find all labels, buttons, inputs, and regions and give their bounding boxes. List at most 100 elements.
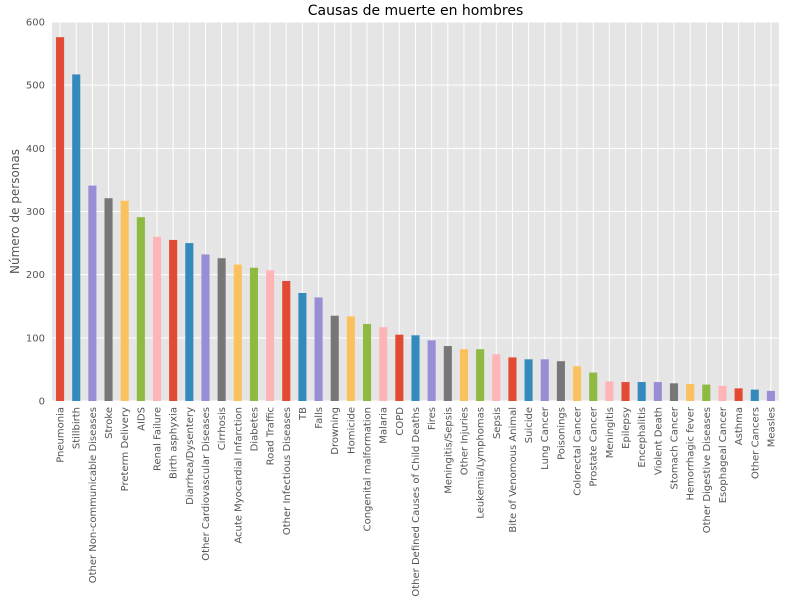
bars [56, 37, 775, 401]
bar [88, 185, 97, 401]
x-tick-label: Stillbirth [72, 407, 83, 449]
y-tick-label: 500 [26, 81, 45, 92]
x-tick-label: Leukemia/Lymphomas [476, 407, 487, 519]
bar [524, 359, 533, 401]
bar [411, 335, 420, 401]
x-tick-label: Other Cardiovascular Diseases [201, 407, 212, 561]
x-tick-label: Other Non-communicable Diseases [88, 407, 99, 583]
y-tick-label: 600 [26, 18, 45, 29]
bar [185, 243, 194, 401]
x-tick-label: AIDS [136, 407, 147, 431]
x-tick-label: Encephalitis [637, 407, 648, 468]
bar [362, 323, 372, 401]
x-tick-label: Other Infectious Diseases [282, 407, 293, 535]
bar [589, 372, 598, 401]
y-tick-label: 100 [26, 333, 45, 344]
bar [573, 366, 582, 401]
x-tick-label: Pneumonia [56, 407, 67, 463]
bar [152, 236, 162, 401]
x-tick-label: Cirrhosis [217, 407, 228, 450]
x-tick-label: Diarrhea/Dysentery [185, 407, 196, 505]
bar [136, 217, 145, 401]
bar [766, 390, 775, 401]
x-tick-label: Colorectal Cancer [573, 406, 584, 496]
bar [443, 346, 452, 401]
x-tick-label: Stroke [104, 407, 115, 439]
x-tick-label: Preterm Delivery [120, 407, 131, 491]
y-tick-label: 400 [26, 144, 45, 155]
bar [750, 389, 759, 401]
x-tick-label: Prostate Cancer [589, 406, 600, 486]
x-tick-label: TB [298, 407, 309, 421]
x-tick-label: Other Injuries [459, 407, 470, 475]
x-tick-label: Meningitis/Sepsis [443, 407, 454, 494]
x-tick-label: Violent Death [653, 407, 664, 475]
y-tick-labels: 0 100 200 300 400 500 600 [26, 18, 45, 408]
bar [621, 382, 630, 401]
bar [201, 254, 210, 401]
bar [492, 354, 501, 401]
x-tick-label: Drowning [330, 407, 341, 455]
x-tick-label: Suicide [524, 407, 535, 443]
bar [459, 349, 469, 401]
bar [282, 280, 291, 401]
x-tick-label: Acute Myocardial Infarction [233, 407, 244, 544]
bar [637, 382, 646, 401]
y-axis-title: Número de personas [8, 149, 22, 274]
x-tick-label: Congenital malformation [363, 407, 374, 531]
bar [508, 357, 517, 401]
x-tick-label: Fires [427, 407, 438, 430]
x-tick-label: Falls [314, 407, 325, 429]
y-tick-label: 0 [39, 397, 45, 408]
bar [233, 264, 242, 401]
x-tick-label: Epilepsy [621, 407, 632, 449]
x-tick-labels: Pneumonia Stillbirth Other Non-communicabl… [56, 406, 778, 596]
bar [669, 383, 679, 401]
x-tick-label: Lung Cancer [540, 406, 551, 470]
bar [556, 361, 565, 401]
x-tick-label: Poisonings [556, 407, 567, 460]
bar [120, 200, 129, 401]
x-tick-label: Other Digestive Diseases [702, 407, 713, 533]
x-tick-label: COPD [395, 407, 406, 436]
x-tick-label: Birth asphyxia [169, 407, 180, 479]
bar [314, 297, 323, 401]
x-tick-label: Renal Failure [153, 407, 164, 471]
bar [734, 388, 743, 401]
y-tick-label: 200 [26, 270, 45, 281]
x-tick-label: Malaria [379, 407, 390, 444]
bar [702, 384, 711, 401]
bar [653, 382, 662, 401]
bar [330, 315, 339, 401]
bar [169, 239, 178, 401]
x-tick-label: Esophageal Cancer [718, 406, 729, 503]
bar [686, 383, 695, 401]
x-tick-label: Homicide [346, 407, 357, 454]
bar [476, 349, 485, 401]
x-tick-label: Hemorrhagic fever [686, 406, 697, 500]
x-tick-label: Meningitis [605, 407, 616, 458]
x-tick-label: Sepsis [492, 407, 503, 439]
bar [346, 316, 355, 401]
x-tick-label: Road Traffic [266, 407, 277, 465]
bar [249, 267, 258, 401]
x-tick-label: Other Cancers [750, 407, 761, 479]
bar [298, 292, 307, 401]
x-tick-label: Measles [766, 407, 777, 447]
bar [540, 359, 549, 401]
bar [217, 258, 226, 401]
bar [379, 327, 388, 401]
chart-title: Causas de muerte en hombres [308, 3, 523, 19]
bar [395, 334, 404, 401]
x-tick-label: Stomach Cancer [669, 406, 680, 489]
bar [266, 270, 275, 401]
x-tick-label: Bite of Venomous Animal [508, 407, 519, 533]
bar [605, 381, 614, 401]
y-tick-label: 300 [26, 207, 45, 218]
bar [718, 385, 727, 401]
bar [104, 198, 113, 401]
bar [72, 74, 81, 401]
x-tick-label: Diabetes [249, 407, 260, 451]
bar [56, 37, 65, 401]
